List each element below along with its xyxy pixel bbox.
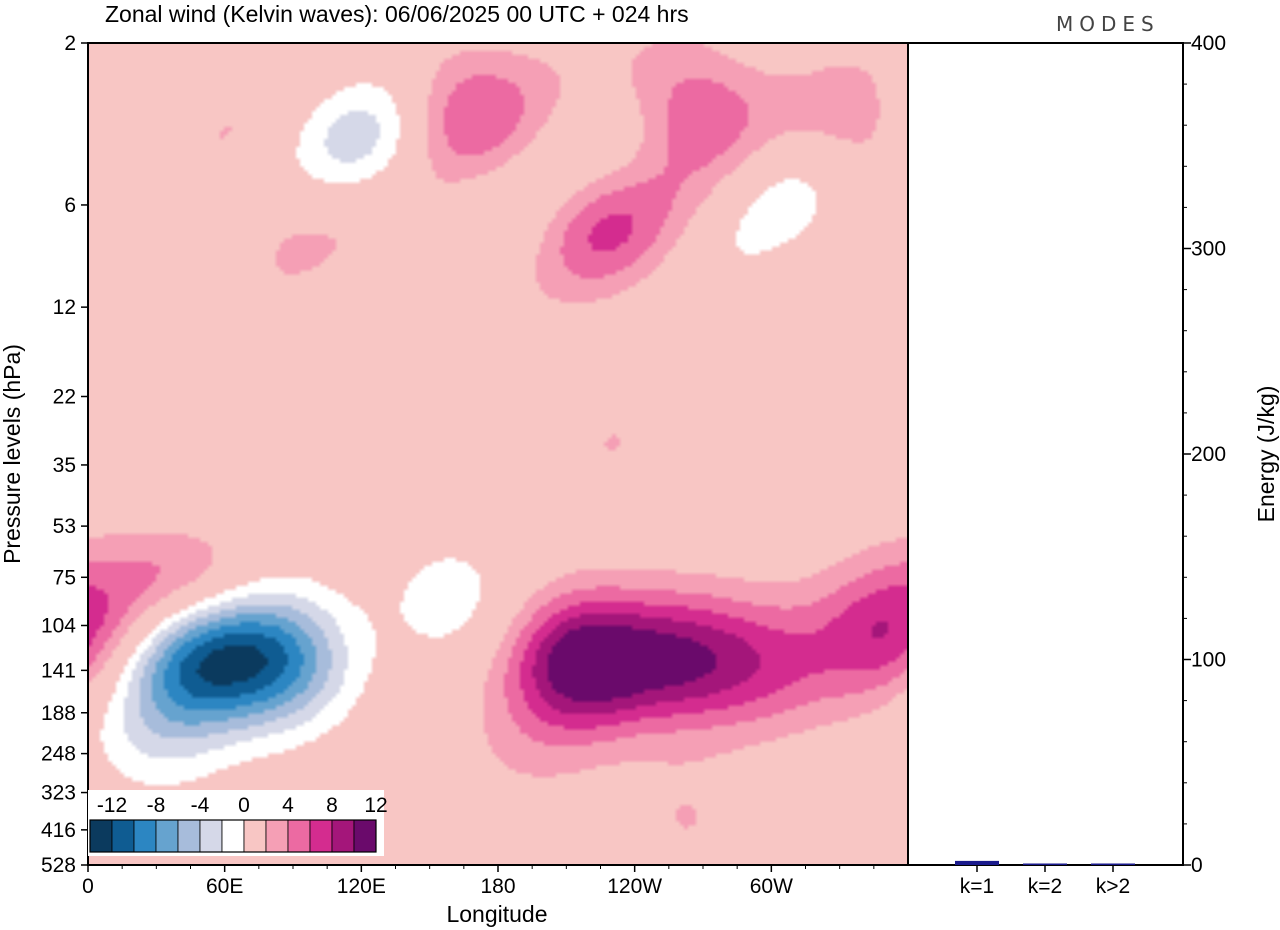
y-tick-label: 12 xyxy=(53,296,76,319)
chart-title: Zonal wind (Kelvin waves): 06/06/2025 00… xyxy=(105,1,689,27)
energy-tick-label: 200 xyxy=(1191,443,1226,466)
colorbar-swatch xyxy=(133,819,157,853)
colorbar-swatch xyxy=(331,819,355,853)
colorbar-legend: -12 -8 -4 0 4 8 12 xyxy=(88,790,388,856)
y-tick-label: 416 xyxy=(41,819,76,842)
energy-category-label: k=1 xyxy=(960,875,994,898)
y-tick-label: 75 xyxy=(53,566,76,589)
colorbar-label: -12 xyxy=(97,794,127,817)
x-tick-label: 180 xyxy=(480,875,515,898)
colorbar-swatch xyxy=(309,819,333,853)
y-tick-label: 323 xyxy=(41,782,76,805)
energy-bar xyxy=(955,860,999,865)
energy-bar xyxy=(1091,863,1135,865)
energy-tick-label: 400 xyxy=(1191,32,1226,55)
energy-axis-label: Energy (J/kg) xyxy=(1253,386,1279,523)
energy-tick-label: 100 xyxy=(1191,649,1226,672)
energy-tick-label: 0 xyxy=(1191,854,1203,877)
y-axis-label: Pressure levels (hPa) xyxy=(0,344,25,564)
energy-category-label: k=2 xyxy=(1028,875,1062,898)
colorbar-swatch xyxy=(199,819,223,853)
energy-panel-frame xyxy=(907,42,1184,866)
y-tick-label: 141 xyxy=(41,659,76,682)
energy-category-label: k>2 xyxy=(1096,875,1130,898)
x-axis-label: Longitude xyxy=(446,901,547,927)
contour-image xyxy=(88,43,908,865)
modes-logo: MODES xyxy=(1056,12,1160,36)
colorbar-swatch xyxy=(155,819,179,853)
y-tick-label: 528 xyxy=(41,854,76,877)
colorbar-frame xyxy=(89,819,377,853)
y-tick-label: 2 xyxy=(64,32,76,55)
energy-tick-label: 300 xyxy=(1191,238,1226,261)
colorbar-swatch xyxy=(89,819,113,853)
colorbar-swatch xyxy=(265,819,289,853)
contour-field xyxy=(88,43,908,865)
colorbar-swatch xyxy=(177,819,201,853)
colorbar-label: -4 xyxy=(191,794,210,817)
y-axis: 2 6 12 22 35 53 75 104 141 188 248 323 416 528 xyxy=(41,32,88,877)
energy-bars: k=1 k=2 k>2 xyxy=(955,860,1135,898)
y-tick-label: 53 xyxy=(53,515,76,538)
y-tick-label: 6 xyxy=(64,194,76,217)
colorbar-swatch xyxy=(221,819,245,853)
x-tick-label: 60W xyxy=(750,875,793,898)
x-tick-label: 0 xyxy=(82,875,94,898)
y-tick-label: 188 xyxy=(41,702,76,725)
colorbar-label: 8 xyxy=(326,794,338,817)
y-tick-label: 104 xyxy=(41,614,76,637)
colorbar-label: 12 xyxy=(364,794,387,817)
x-axis: 0 60E 120E 180 120W 60W xyxy=(82,865,875,898)
colorbar-swatch xyxy=(353,819,377,853)
colorbar-label: 0 xyxy=(238,794,250,817)
x-tick-label: 120W xyxy=(607,875,662,898)
x-tick-label: 60E xyxy=(206,875,243,898)
colorbar-label: 4 xyxy=(282,794,294,817)
energy-axis: 0 100 200 300 400 xyxy=(1183,32,1226,877)
colorbar-swatch xyxy=(243,819,267,853)
energy-bar xyxy=(1023,863,1067,865)
y-tick-label: 22 xyxy=(53,385,76,408)
colorbar-swatch xyxy=(287,819,311,853)
colorbar-label: -8 xyxy=(147,794,166,817)
y-tick-label: 35 xyxy=(53,454,76,477)
y-tick-label: 248 xyxy=(41,743,76,766)
colorbar-swatch xyxy=(111,819,135,853)
x-tick-label: 120E xyxy=(337,875,386,898)
